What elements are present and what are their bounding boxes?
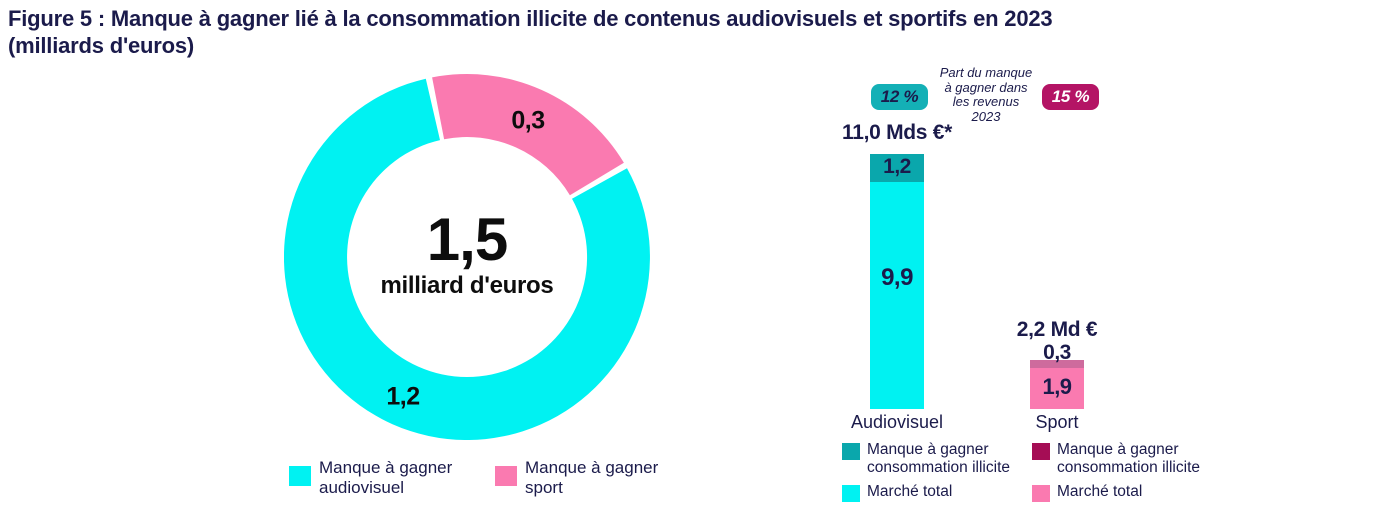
segment-value: 9,9	[881, 264, 913, 291]
legend-label: Manque à gagner consommation illicite	[1057, 441, 1200, 477]
badge-audiovisuel-share: 12 %	[871, 84, 928, 110]
bar-segment-audiovisuel-marche: 9,9	[870, 182, 924, 409]
donut-center-text: 1,5 milliard d'euros	[327, 210, 607, 300]
legend-line2: consommation illicite	[1057, 459, 1200, 476]
bar-total-audiovisuel: 11,0 Mds €*	[842, 121, 952, 144]
badge-sport-share: 15 %	[1042, 84, 1099, 110]
donut-total-unit: milliard d'euros	[380, 272, 554, 300]
donut-slice-audiovisuel	[283, 78, 650, 441]
segment-value: 1,2	[883, 155, 911, 178]
legend-line2: consommation illicite	[867, 459, 1010, 476]
bar-category-audiovisuel: Audiovisuel	[850, 412, 944, 432]
legend-label: Marché total	[1057, 483, 1142, 501]
legend-line1: Marché total	[1057, 483, 1143, 500]
legend-label: Manque à gagner consommation illicite	[867, 441, 1010, 477]
legend-line1: Manque à gagner	[1057, 441, 1179, 458]
pink-swatch-icon	[1032, 485, 1050, 502]
annotation-line: Part du manque	[939, 65, 1033, 80]
bar-segment-sport-illicite	[1030, 360, 1084, 368]
legend-item-av-marche-total: Marché total	[842, 483, 952, 502]
legend-label: Manque à gagner sport	[525, 458, 658, 498]
legend-line2: audiovisuel	[319, 478, 405, 497]
donut-chart: 1,5 milliard d'euros 0,3 1,2	[283, 74, 650, 441]
legend-label: Manque à gagner audiovisuel	[319, 458, 452, 498]
legend-line1: Marché total	[867, 483, 953, 500]
legend-item-manque-audiovisuel: Manque à gagner audiovisuel	[289, 458, 452, 498]
donut-label-sport: 0,3	[511, 106, 545, 135]
cyan-swatch-icon	[289, 466, 311, 486]
bar-segment-sport-marche: 1,9	[1030, 368, 1084, 409]
donut-label-audiovisuel: 1,2	[386, 382, 420, 411]
legend-line1: Manque à gagner	[867, 441, 989, 458]
bar-segment-audiovisuel-illicite: 1,2	[870, 154, 924, 182]
annotation-line: 2023	[971, 108, 1001, 124]
donut-total-value: 1,5	[426, 206, 508, 274]
bar-category-sport: Sport	[1035, 412, 1079, 432]
figure-title-line1: Figure 5 : Manque à gagner lié à la cons…	[8, 6, 1053, 31]
segment-value: 1,9	[1042, 374, 1072, 399]
legend-item-manque-sport: Manque à gagner sport	[495, 458, 658, 498]
cyan-swatch-icon	[842, 485, 860, 502]
bar-label-sport-illicite: 0,3	[1043, 341, 1071, 364]
donut-slice-sport	[432, 74, 624, 196]
legend-item-av-illicite: Manque à gagner consommation illicite	[842, 441, 1010, 477]
pink-swatch-icon	[495, 466, 517, 486]
legend-line1: Manque à gagner	[525, 458, 659, 477]
figure-title: Figure 5 : Manque à gagner lié à la cons…	[8, 6, 1392, 60]
legend-line1: Manque à gagner	[319, 458, 453, 477]
crimson-swatch-icon	[1032, 443, 1050, 460]
teal-swatch-icon	[842, 443, 860, 460]
revenue-share-annotation: Part du manque à gagner dans les revenus…	[928, 65, 1044, 124]
bar-sport: 1,9	[1030, 360, 1084, 409]
bar-total-sport: 2,2 Md €	[1016, 318, 1098, 341]
annotation-line: à gagner dans	[944, 79, 1028, 95]
legend-line2: sport	[525, 478, 563, 497]
bar-audiovisuel: 1,2 9,9	[870, 154, 924, 409]
donut-rings	[283, 74, 650, 441]
legend-item-sport-marche-total: Marché total	[1032, 483, 1142, 502]
legend-label: Marché total	[867, 483, 952, 501]
annotation-line: les revenus	[952, 94, 1020, 109]
figure-title-line2: (milliards d'euros)	[8, 32, 195, 58]
legend-item-sport-illicite: Manque à gagner consommation illicite	[1032, 441, 1200, 477]
